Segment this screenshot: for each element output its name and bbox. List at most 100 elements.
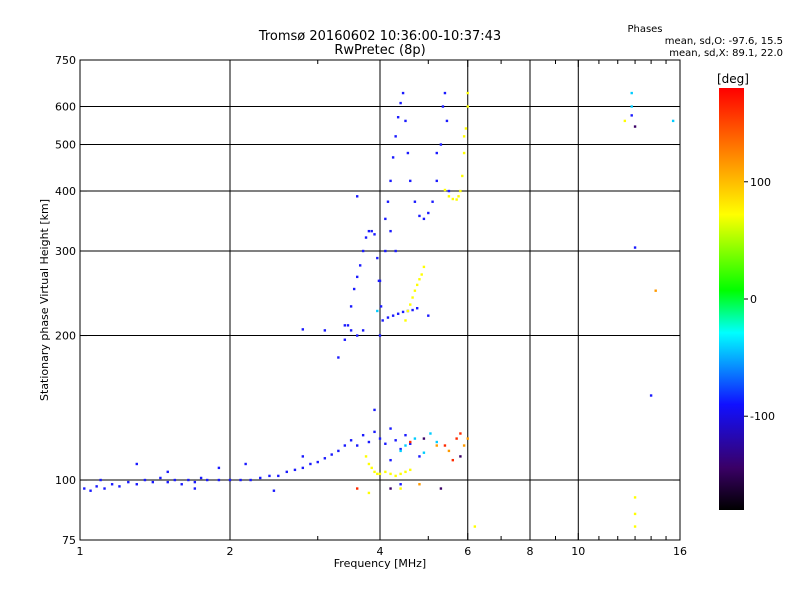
data-point <box>285 470 288 474</box>
colorbar-label: [deg] <box>717 72 749 86</box>
data-point <box>228 478 232 482</box>
data-point <box>439 143 443 146</box>
data-point <box>180 483 183 486</box>
data-point <box>399 487 402 490</box>
data-point <box>361 433 365 437</box>
data-point <box>173 478 177 482</box>
data-point <box>404 433 407 437</box>
data-point <box>384 470 387 474</box>
data-point <box>630 105 633 108</box>
data-point <box>376 472 379 476</box>
data-point <box>373 408 376 412</box>
data-point <box>349 329 353 332</box>
data-point <box>427 211 430 215</box>
chart-subtitle: RwPretec (8p) <box>334 43 425 58</box>
data-point <box>399 483 402 486</box>
data-points <box>83 91 675 528</box>
data-point <box>409 440 412 444</box>
data-point <box>623 119 627 123</box>
data-point <box>309 462 312 466</box>
data-point <box>447 195 451 198</box>
y-tick-label: 600 <box>55 101 76 114</box>
data-point <box>337 449 340 453</box>
data-point <box>461 174 464 178</box>
data-point <box>95 485 98 488</box>
data-point <box>205 478 209 482</box>
data-point <box>217 466 221 470</box>
data-point <box>443 188 447 192</box>
data-point <box>384 442 387 445</box>
data-point <box>394 135 397 138</box>
data-point <box>399 447 402 451</box>
data-point <box>361 329 365 332</box>
x-tick-label: 10 <box>571 545 585 558</box>
y-axis-ticks: 75 100 200 300 400 500 600 750 <box>55 54 680 547</box>
data-point <box>445 119 449 123</box>
y-tick-label: 500 <box>55 139 76 152</box>
data-point <box>386 316 390 319</box>
data-point <box>389 458 392 462</box>
data-point <box>413 200 417 203</box>
data-point <box>462 444 466 447</box>
data-point <box>406 309 410 313</box>
data-point <box>118 485 121 488</box>
data-point <box>633 246 637 249</box>
data-point <box>420 273 423 276</box>
data-point <box>399 449 402 453</box>
data-point <box>394 249 397 253</box>
data-point <box>143 478 147 482</box>
data-point <box>378 472 382 476</box>
data-point <box>384 217 387 221</box>
data-point <box>633 125 637 128</box>
data-point <box>418 455 421 458</box>
data-point <box>399 472 402 476</box>
colorbar <box>719 88 744 510</box>
data-point <box>459 189 462 193</box>
data-point <box>422 451 426 454</box>
data-point <box>166 470 169 474</box>
data-point <box>404 470 407 474</box>
data-point <box>473 525 477 528</box>
data-point <box>422 265 426 269</box>
data-point <box>343 324 347 327</box>
data-point <box>301 328 305 331</box>
data-point <box>431 200 434 203</box>
x-axis-label: Frequency [MHz] <box>334 557 426 570</box>
data-point <box>135 462 138 466</box>
data-point <box>455 198 458 201</box>
data-point <box>391 314 395 317</box>
data-point <box>396 116 400 119</box>
data-point <box>376 256 379 260</box>
x-tick-label: 4 <box>377 545 384 558</box>
data-point <box>389 487 392 490</box>
data-point <box>389 472 392 476</box>
data-point <box>630 114 633 117</box>
data-point <box>361 249 365 253</box>
data-point <box>409 442 412 445</box>
data-point <box>83 487 86 490</box>
data-point <box>633 496 637 499</box>
data-point <box>389 179 392 183</box>
data-point <box>249 478 252 482</box>
data-point <box>166 480 169 484</box>
data-point <box>415 307 419 310</box>
data-point <box>346 324 350 327</box>
data-point <box>355 275 359 279</box>
data-point <box>384 249 387 253</box>
data-point <box>418 278 421 281</box>
phase-legend-title: Phases <box>627 24 662 35</box>
data-point <box>373 470 376 474</box>
data-point <box>389 229 392 233</box>
x-tick-label: 16 <box>673 545 687 558</box>
data-point <box>367 229 371 233</box>
data-point <box>435 179 438 183</box>
data-point <box>367 462 371 466</box>
data-point <box>466 437 469 440</box>
data-point <box>99 478 102 482</box>
y-tick-label: 300 <box>55 245 76 258</box>
y-tick-label: 75 <box>62 534 76 547</box>
grid-lines <box>80 60 680 540</box>
colorbar-tick-label: -100 <box>750 410 775 423</box>
data-point <box>406 151 410 155</box>
data-point <box>462 135 466 138</box>
